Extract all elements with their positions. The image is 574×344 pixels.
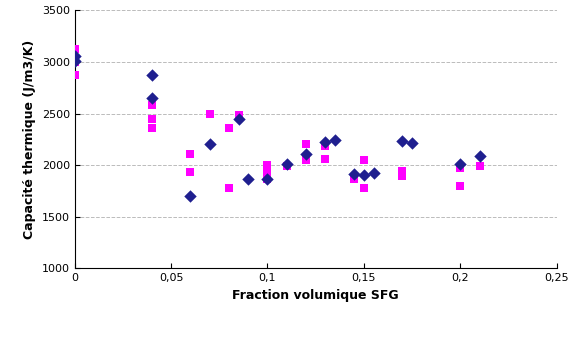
Point [301,142,311,147]
Y-axis label: Capacité thermique (J/m3/K): Capacité thermique (J/m3/K) [23,40,36,239]
Point [224,185,234,191]
Point [321,140,330,145]
X-axis label: Fraction volumique SFG: Fraction volumique SFG [232,289,399,302]
Point [70,73,79,78]
Point [147,73,156,78]
Point [263,169,272,174]
Point [224,125,234,131]
Point [408,141,417,146]
Point [263,176,272,181]
Point [70,58,79,64]
Point [301,151,311,157]
Point [186,170,195,175]
Point [321,143,330,148]
Point [456,165,465,171]
Point [70,59,79,65]
Point [475,163,484,169]
Point [350,175,359,180]
Point [147,95,156,101]
Point [301,157,311,163]
Point [398,174,407,179]
Point [243,176,253,181]
Point [369,171,378,176]
Point [263,176,272,181]
Point [263,162,272,168]
Point [205,111,214,116]
Point [456,183,465,189]
Point [350,176,359,181]
Point [350,172,359,177]
Point [475,153,484,159]
Point [147,116,156,121]
Point [147,103,156,108]
Point [205,142,214,147]
Point [321,156,330,162]
Point [234,112,243,117]
Point [359,185,369,191]
Point [282,163,292,169]
Point [456,161,465,167]
Point [234,116,243,121]
Point [331,138,340,143]
Point [359,157,369,163]
Point [70,46,79,51]
Point [282,161,292,167]
Point [359,173,369,178]
Point [398,169,407,174]
Point [186,151,195,157]
Point [147,125,156,131]
Point [70,53,79,58]
Point [398,139,407,144]
Point [186,193,195,199]
